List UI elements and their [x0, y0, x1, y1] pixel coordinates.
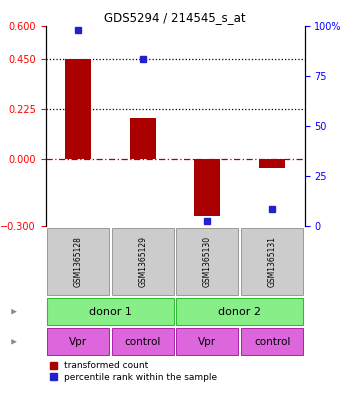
Text: GSM1365129: GSM1365129 [138, 236, 147, 287]
Legend: transformed count, percentile rank within the sample: transformed count, percentile rank withi… [50, 362, 218, 382]
Title: GDS5294 / 214545_s_at: GDS5294 / 214545_s_at [104, 11, 246, 24]
Bar [65, 59, 91, 160]
Bar [195, 160, 220, 216]
Text: GSM1365128: GSM1365128 [74, 236, 82, 287]
Bar [112, 328, 174, 355]
Bar [241, 228, 303, 295]
Text: Vpr: Vpr [69, 337, 87, 347]
Bar [47, 228, 109, 295]
Bar [47, 328, 109, 355]
Text: Vpr: Vpr [198, 337, 216, 347]
Bar [112, 228, 174, 295]
Text: GSM1365130: GSM1365130 [203, 236, 212, 287]
Text: control: control [125, 337, 161, 347]
Bar [130, 118, 156, 160]
Bar [259, 160, 285, 168]
Bar [176, 298, 303, 325]
Text: GSM1365131: GSM1365131 [268, 236, 276, 287]
Bar [241, 328, 303, 355]
Bar [176, 228, 238, 295]
Text: donor 2: donor 2 [218, 307, 261, 317]
Text: control: control [254, 337, 290, 347]
Bar [176, 328, 238, 355]
Bar [47, 298, 174, 325]
Text: donor 1: donor 1 [89, 307, 132, 317]
